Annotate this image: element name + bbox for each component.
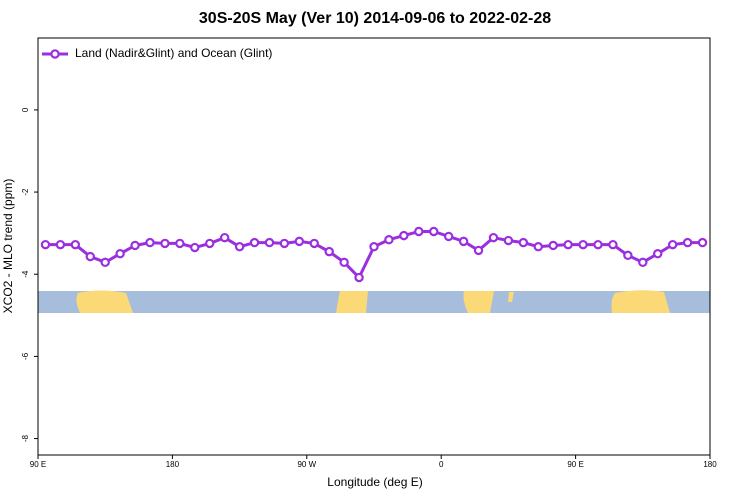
data-point xyxy=(130,240,140,251)
data-point xyxy=(653,248,663,259)
data-point xyxy=(503,235,514,246)
data-point xyxy=(533,242,543,252)
data-point xyxy=(593,239,603,250)
x-tick-label: 0 xyxy=(439,460,444,469)
data-point xyxy=(40,239,51,250)
y-tick-label: -4 xyxy=(21,270,30,278)
data-point xyxy=(354,272,364,283)
data-point xyxy=(339,257,349,268)
data-point xyxy=(160,238,170,249)
data-point xyxy=(264,237,275,248)
data-point xyxy=(667,239,678,250)
data-point xyxy=(623,250,633,261)
y-tick-label: -2 xyxy=(21,188,30,196)
data-point xyxy=(429,226,439,237)
series-line xyxy=(45,230,703,281)
data-point xyxy=(548,240,558,251)
data-point xyxy=(85,251,95,262)
plot-frame xyxy=(37,37,711,456)
x-tick-label: 180 xyxy=(703,460,717,469)
data-point xyxy=(190,242,200,253)
map-strip xyxy=(38,290,710,313)
data-point xyxy=(458,236,469,247)
data-point xyxy=(279,238,290,249)
x-tick-label: 90 E xyxy=(30,460,46,469)
data-point xyxy=(488,232,499,243)
data-point xyxy=(578,239,588,250)
data-point xyxy=(563,239,573,250)
data-point xyxy=(294,236,305,247)
data-point xyxy=(115,248,125,259)
chart-title: 30S-20S May (Ver 10) 2014-09-06 to 2022-… xyxy=(199,10,551,27)
data-point xyxy=(309,238,319,249)
data-point xyxy=(518,237,529,248)
data-point xyxy=(608,239,618,250)
data-point xyxy=(55,239,66,250)
legend-label: Land (Nadir&Glint) and Ocean (Glint) xyxy=(75,46,272,60)
data-point xyxy=(219,232,230,243)
data-point xyxy=(399,230,409,241)
data-point xyxy=(473,245,484,256)
data-point xyxy=(369,242,379,252)
data-point xyxy=(443,231,454,242)
y-axis-label: XCO2 - MLO trend (ppm) xyxy=(1,179,15,314)
x-tick-label: 90 E xyxy=(567,460,583,469)
data-point xyxy=(384,235,394,245)
data-point xyxy=(697,237,708,248)
data-point xyxy=(100,257,110,268)
x-tick-label: 90 W xyxy=(297,460,316,469)
x-tick-label: 180 xyxy=(166,460,180,469)
y-tick-label: -8 xyxy=(21,434,30,442)
y-tick-label: -6 xyxy=(21,352,30,360)
data-point xyxy=(414,226,424,237)
data-point xyxy=(70,239,81,250)
y-tick-label: 0 xyxy=(21,107,30,112)
data-point xyxy=(249,237,260,248)
data-point xyxy=(638,257,648,268)
data-point xyxy=(175,238,185,249)
data-point xyxy=(324,246,334,257)
data-point xyxy=(145,237,155,248)
data-point xyxy=(205,238,215,249)
data-point xyxy=(682,237,693,248)
x-axis-label: Longitude (deg E) xyxy=(327,475,422,489)
legend-marker xyxy=(50,49,60,59)
data-point xyxy=(234,242,245,252)
